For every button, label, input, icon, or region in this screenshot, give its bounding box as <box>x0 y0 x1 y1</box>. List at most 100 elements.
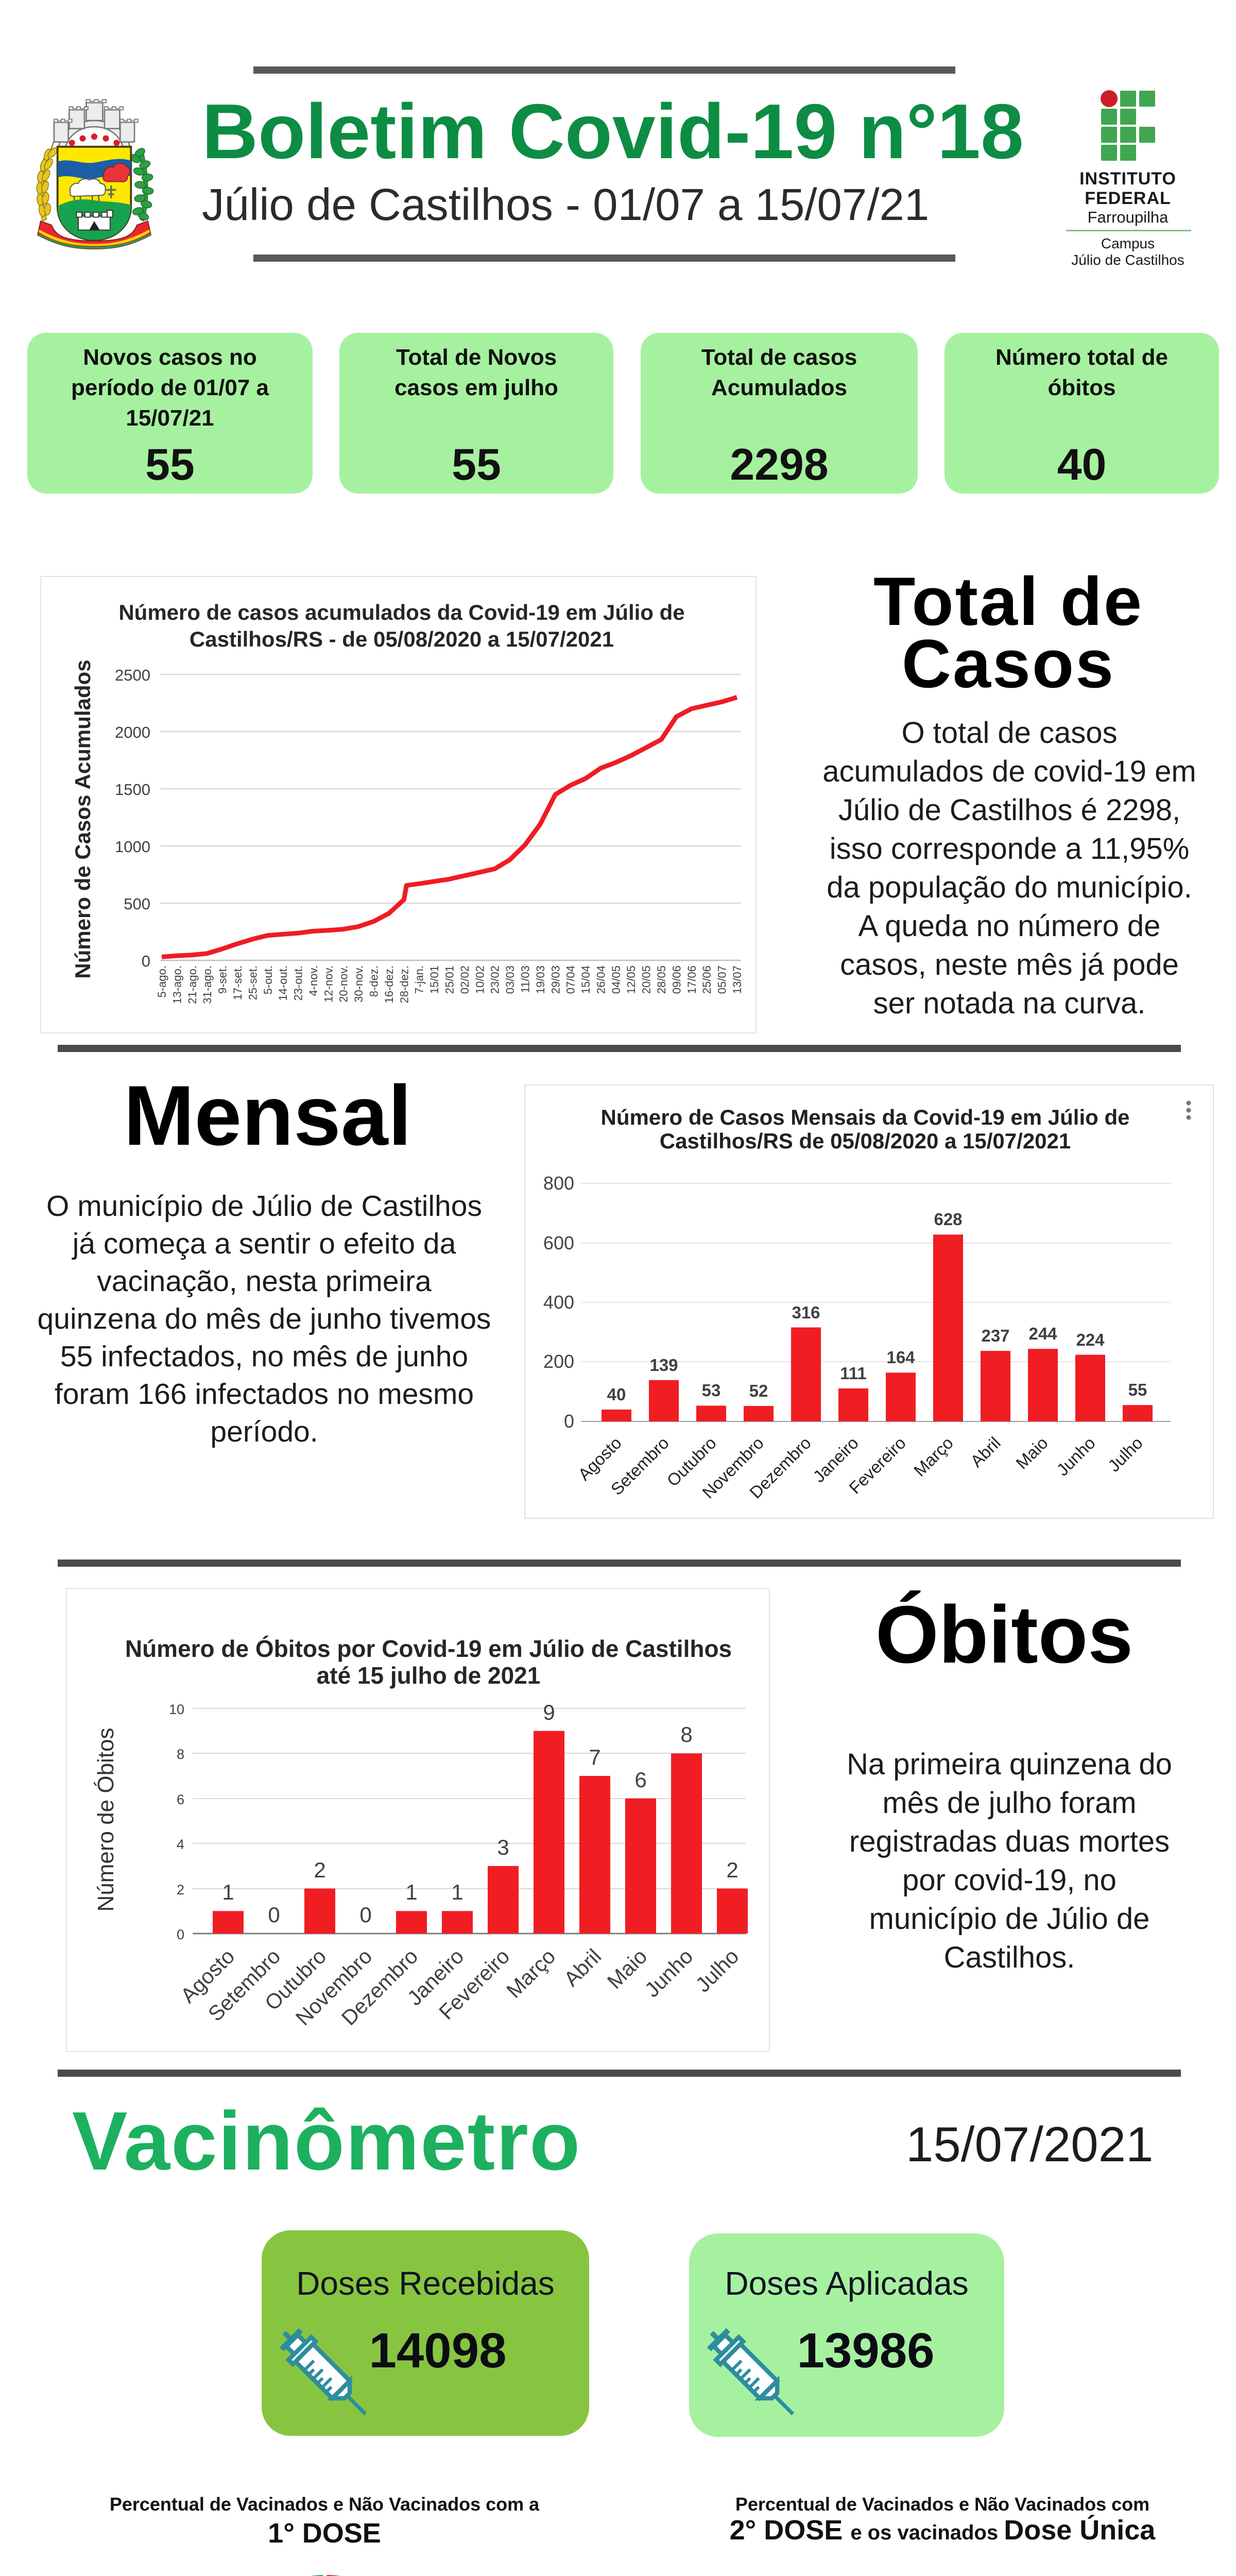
svg-text:Março: Março <box>910 1433 957 1480</box>
svg-text:20-nov.: 20-nov. <box>337 965 350 1003</box>
svg-text:0: 0 <box>142 952 150 970</box>
svg-text:139: 139 <box>649 1355 678 1375</box>
svg-text:500: 500 <box>124 895 150 913</box>
svg-text:10/02: 10/02 <box>473 965 486 994</box>
svg-text:13-ago.: 13-ago. <box>170 965 183 1004</box>
svg-text:800: 800 <box>543 1173 574 1194</box>
svg-text:Número de Casos Mensais da Cov: Número de Casos Mensais da Covid-19 em J… <box>601 1105 1130 1129</box>
svg-text:2: 2 <box>177 1882 184 1897</box>
svg-text:25/01: 25/01 <box>443 965 456 994</box>
svg-text:2: 2 <box>314 1858 325 1882</box>
svg-text:10: 10 <box>169 1702 184 1717</box>
svg-text:09/06: 09/06 <box>670 965 683 994</box>
svg-text:1000: 1000 <box>115 838 150 856</box>
svg-text:Maio: Maio <box>1012 1433 1052 1473</box>
svg-text:400: 400 <box>543 1292 574 1313</box>
svg-text:1500: 1500 <box>115 781 150 799</box>
svg-text:628: 628 <box>934 1210 962 1229</box>
svg-text:30-nov.: 30-nov. <box>352 965 365 1003</box>
svg-text:28-dez.: 28-dez. <box>398 965 410 1003</box>
svg-text:111: 111 <box>840 1364 866 1383</box>
svg-text:Julho: Julho <box>691 1944 744 1997</box>
svg-text:53: 53 <box>702 1381 721 1400</box>
svg-text:Julho: Julho <box>1104 1433 1146 1476</box>
svg-text:21-ago.: 21-ago. <box>186 965 199 1004</box>
svg-text:224: 224 <box>1076 1330 1105 1349</box>
svg-text:52: 52 <box>749 1381 768 1400</box>
svg-text:1: 1 <box>451 1880 463 1904</box>
svg-text:28/05: 28/05 <box>655 965 668 994</box>
svg-text:Castilhos/RS - de 05/08/2020 a: Castilhos/RS - de 05/08/2020 a 15/07/202… <box>190 627 614 651</box>
svg-text:15/01: 15/01 <box>428 965 441 994</box>
svg-text:20/05: 20/05 <box>640 965 653 994</box>
svg-text:11/03: 11/03 <box>519 965 531 993</box>
svg-text:25/06: 25/06 <box>700 965 713 994</box>
svg-text:1: 1 <box>222 1880 234 1904</box>
svg-text:316: 316 <box>792 1303 820 1322</box>
svg-text:Número de Casos Acumulados: Número de Casos Acumulados <box>71 659 95 978</box>
svg-text:Número de Óbitos por Covid-19: Número de Óbitos por Covid-19 em Júlio d… <box>125 1635 732 1662</box>
svg-text:Castilhos/RS de 05/08/2020 a 1: Castilhos/RS de 05/08/2020 a 15/07/2021 <box>660 1129 1071 1153</box>
svg-text:200: 200 <box>543 1351 574 1372</box>
svg-text:FEDERAL: FEDERAL <box>1085 189 1171 208</box>
svg-text:Junho: Junho <box>640 1944 698 2002</box>
svg-text:Campus: Campus <box>1101 235 1155 251</box>
svg-text:Número de Óbitos: Número de Óbitos <box>93 1727 118 1911</box>
svg-text:04/05: 04/05 <box>610 965 623 994</box>
svg-text:INSTITUTO: INSTITUTO <box>1079 169 1176 189</box>
svg-text:17/06: 17/06 <box>685 965 698 994</box>
svg-text:6: 6 <box>634 1768 646 1792</box>
svg-text:237: 237 <box>981 1326 1009 1345</box>
svg-text:2000: 2000 <box>115 723 150 741</box>
svg-text:13/07: 13/07 <box>731 965 744 994</box>
svg-text:Farroupilha: Farroupilha <box>1088 208 1169 226</box>
svg-text:07/04: 07/04 <box>564 965 577 994</box>
svg-text:5-ago.: 5-ago. <box>156 965 168 997</box>
svg-text:Março: Março <box>502 1944 560 2003</box>
svg-text:16-dez.: 16-dez. <box>383 965 396 1003</box>
svg-text:23/02: 23/02 <box>489 965 502 994</box>
svg-text:0: 0 <box>268 1903 280 1927</box>
svg-text:19/03: 19/03 <box>534 965 547 994</box>
svg-text:5-out.: 5-out. <box>262 965 274 994</box>
svg-text:6: 6 <box>177 1792 184 1807</box>
svg-text:7: 7 <box>589 1745 600 1769</box>
svg-text:Júlio de Castilhos: Júlio de Castilhos <box>1071 252 1184 268</box>
svg-text:3: 3 <box>497 1835 509 1859</box>
svg-text:8: 8 <box>680 1722 692 1747</box>
svg-text:02/02: 02/02 <box>458 965 471 994</box>
svg-text:4-nov.: 4-nov. <box>307 965 320 996</box>
svg-text:40: 40 <box>607 1385 626 1404</box>
svg-text:4: 4 <box>177 1837 184 1852</box>
svg-text:29/03: 29/03 <box>549 965 562 994</box>
svg-text:600: 600 <box>543 1232 574 1253</box>
svg-text:1: 1 <box>405 1880 417 1904</box>
svg-text:0: 0 <box>359 1903 371 1927</box>
svg-text:9: 9 <box>543 1700 555 1724</box>
svg-text:8-dez.: 8-dez. <box>368 965 381 997</box>
svg-text:25-set.: 25-set. <box>246 965 259 1000</box>
svg-text:9-set.: 9-set. <box>216 965 229 994</box>
svg-text:05/07: 05/07 <box>716 965 729 994</box>
svg-text:Junho: Junho <box>1053 1433 1099 1480</box>
svg-text:7-jan.: 7-jan. <box>413 965 426 994</box>
svg-text:2500: 2500 <box>115 666 150 684</box>
svg-text:15/04: 15/04 <box>579 965 592 994</box>
svg-text:244: 244 <box>1028 1324 1057 1343</box>
svg-text:Número de casos acumulados da: Número de casos acumulados da Covid-19 e… <box>118 600 684 624</box>
svg-text:até 15 julho de 2021: até 15 julho de 2021 <box>317 1662 541 1689</box>
svg-text:55: 55 <box>1128 1380 1147 1399</box>
svg-text:12/05: 12/05 <box>625 965 638 994</box>
svg-text:0: 0 <box>564 1411 574 1432</box>
svg-text:03/03: 03/03 <box>504 965 517 994</box>
svg-text:31-ago.: 31-ago. <box>201 965 214 1004</box>
svg-text:26/04: 26/04 <box>594 965 607 994</box>
svg-text:164: 164 <box>886 1348 915 1367</box>
svg-text:Abril: Abril <box>967 1433 1004 1471</box>
svg-text:12-nov.: 12-nov. <box>322 965 335 1003</box>
svg-text:8: 8 <box>177 1747 184 1762</box>
svg-text:Abril: Abril <box>559 1944 606 1991</box>
svg-text:23-out.: 23-out. <box>292 965 305 1001</box>
svg-text:0: 0 <box>177 1927 184 1942</box>
svg-text:14-out.: 14-out. <box>277 965 289 1001</box>
